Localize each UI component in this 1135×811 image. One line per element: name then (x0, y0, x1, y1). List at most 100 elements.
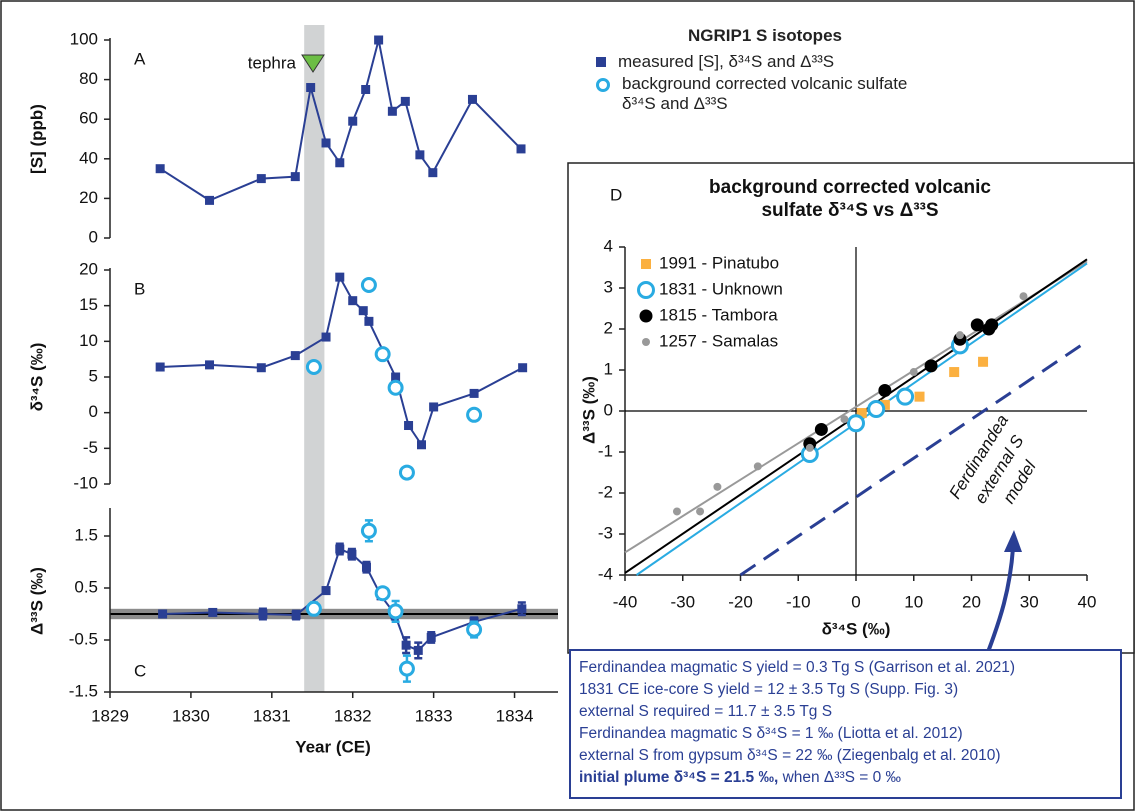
marker (358, 306, 368, 316)
marker (348, 296, 358, 306)
y-tick-label: -3 (598, 523, 613, 542)
marker (290, 172, 300, 182)
marker (400, 96, 410, 106)
note-line: Ferdinandea magmatic S δ³⁴S = 1 ‰ (Liott… (579, 725, 963, 742)
marker (516, 144, 526, 154)
y-tick-label: 80 (79, 69, 98, 88)
legend-entry: 1991 - Pinatubo (641, 253, 779, 272)
y-tick-label: 1 (604, 359, 613, 378)
marker (985, 318, 999, 332)
marker (914, 391, 925, 402)
marker (391, 372, 401, 382)
marker (413, 645, 423, 655)
x-tick-label: 1831 (253, 706, 291, 725)
marker (467, 94, 477, 104)
legend-label: 1831 - Unknown (659, 279, 783, 298)
marker (208, 607, 218, 617)
marker (158, 609, 168, 619)
legend-label: 1991 - Pinatubo (659, 253, 779, 272)
legend-marker (641, 259, 651, 269)
legend-label: 1257 - Samalas (659, 331, 778, 350)
note-line: external S from gypsum δ³⁴S = 22 ‰ (Zieg… (579, 747, 1001, 764)
panel-d-title: background corrected volcanic sulfate δ³… (709, 177, 991, 221)
y-tick-label: 15 (79, 295, 98, 314)
marker (258, 609, 268, 619)
y-tick-label: 3 (604, 277, 613, 296)
marker (374, 585, 391, 602)
legend-label: 1815 - Tambora (659, 305, 778, 324)
x-tick-label: 1833 (415, 706, 453, 725)
panel-label: D (610, 185, 622, 204)
marker (398, 464, 415, 481)
marker (417, 440, 426, 450)
marker (374, 346, 391, 363)
marker (1019, 292, 1028, 301)
marker (205, 360, 215, 370)
marker (426, 632, 436, 642)
y-tick-label: 5 (89, 366, 98, 385)
legend-marker (642, 338, 650, 346)
marker (517, 604, 527, 614)
marker (360, 276, 377, 293)
notes: Ferdinandea magmatic S yield = 0.3 Tg S … (579, 657, 1112, 767)
marker (364, 316, 374, 326)
marker (361, 85, 371, 94)
marker (814, 422, 828, 436)
marker (469, 388, 479, 398)
marker (348, 116, 358, 126)
x-tick-label: 1829 (91, 706, 129, 725)
marker (321, 586, 331, 596)
x-tick-label: 1830 (172, 706, 210, 725)
legend-marker (596, 57, 606, 67)
note-tail: when Δ³³S = 0 ‰ (782, 769, 902, 786)
marker (361, 562, 371, 572)
marker (374, 35, 384, 45)
y-tick-label: 40 (79, 148, 98, 167)
marker (518, 363, 528, 373)
y-tick-label: -5 (83, 438, 98, 457)
tephra-band (304, 25, 325, 692)
y-axis-title: δ³⁴S (‰) (27, 343, 46, 412)
note-line: Ferdinandea magmatic S yield = 0.3 Tg S … (579, 659, 1016, 676)
marker (466, 406, 483, 423)
marker (978, 356, 989, 367)
marker (387, 603, 404, 620)
marker (360, 522, 377, 539)
x-tick-label: -40 (613, 592, 638, 611)
y-axis-title: Δ³³S (‰) (579, 376, 598, 444)
marker (321, 138, 331, 148)
marker (347, 549, 357, 559)
y-tick-label: 2 (604, 318, 613, 337)
marker (847, 414, 865, 433)
legend-entry: 1831 - Unknown (637, 279, 783, 299)
x-tick-label: -10 (786, 592, 811, 611)
marker (896, 387, 915, 406)
marker (321, 332, 331, 342)
marker (335, 544, 345, 554)
y-tick-label: -10 (73, 473, 98, 492)
x-tick-label: 0 (851, 592, 860, 611)
legend-marker (637, 281, 655, 299)
x-axis-title: Year (CE) (295, 737, 371, 756)
note-line: external S required = 11.7 ± 3.5 Tg S (579, 703, 833, 720)
marker (387, 379, 404, 396)
marker (387, 106, 397, 116)
arrow-head (1004, 530, 1022, 552)
marker (429, 402, 439, 412)
panel-label: B (134, 279, 145, 298)
legend-marker (596, 78, 610, 92)
legend-marker (639, 309, 653, 323)
panel-label: A (134, 49, 146, 68)
marker (428, 168, 438, 178)
marker (672, 507, 681, 516)
marker (696, 507, 705, 516)
marker (205, 195, 215, 205)
y-axis-title: Δ³³S (‰) (27, 567, 46, 635)
marker (256, 174, 266, 184)
y-tick-label: -0.5 (69, 629, 98, 648)
y-tick-label: 10 (79, 331, 98, 350)
x-tick-label: -20 (728, 592, 753, 611)
legend-entry: background corrected volcanic sulfate δ³… (590, 74, 910, 114)
marker (949, 367, 960, 378)
